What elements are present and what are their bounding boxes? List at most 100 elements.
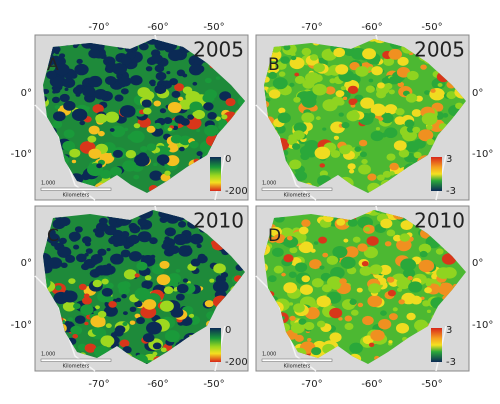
- map-patch: [55, 50, 60, 55]
- scale-bar: [261, 358, 333, 362]
- map-patch: [60, 262, 68, 269]
- map-patch: [410, 295, 422, 305]
- map-patch: [356, 287, 363, 293]
- panel-year: 2010: [414, 209, 465, 233]
- map-patch: [354, 146, 362, 152]
- map-patch: [94, 229, 105, 238]
- map-patch: [59, 53, 66, 59]
- map-patch: [267, 275, 277, 283]
- map-patch: [110, 125, 126, 138]
- map-patch: [406, 312, 416, 321]
- map-patch: [81, 263, 90, 271]
- map-patch: [340, 86, 347, 91]
- map-patch: [64, 87, 69, 91]
- map-patch: [176, 69, 186, 77]
- map-patch: [110, 253, 124, 265]
- map-patch: [52, 111, 66, 122]
- map-patch: [90, 254, 103, 264]
- map-patch: [149, 80, 155, 85]
- bottom-label: -60°: [147, 379, 168, 390]
- map-patch: [338, 112, 344, 117]
- map-patch: [138, 152, 148, 160]
- map-patch: [362, 48, 377, 60]
- map-patch: [177, 96, 184, 102]
- colorbar: [431, 157, 442, 191]
- map-patch: [142, 107, 152, 115]
- map-patch: [112, 235, 127, 247]
- map-patch: [179, 135, 192, 146]
- map-patch: [47, 229, 56, 236]
- scale-distance: 1,000: [262, 181, 276, 187]
- top-label: -70°: [88, 22, 109, 33]
- map-patch: [164, 170, 171, 176]
- map-patch: [125, 150, 137, 159]
- map-patch: [344, 322, 354, 331]
- map-patch: [179, 99, 192, 110]
- panel-letter: B: [268, 55, 280, 75]
- map-patch: [413, 151, 422, 159]
- map-patch: [349, 299, 357, 305]
- map-patch: [92, 326, 104, 336]
- map-patch: [149, 170, 163, 181]
- map-patch: [426, 309, 432, 314]
- map-patch: [289, 246, 298, 254]
- map-patch: [142, 333, 155, 343]
- map-patch: [420, 64, 427, 70]
- map-patch: [134, 287, 151, 301]
- bottom-label: -50°: [421, 379, 442, 390]
- map-patch: [72, 334, 78, 339]
- map-patch: [171, 90, 181, 98]
- map-patch: [84, 343, 97, 353]
- map-patch: [386, 276, 395, 283]
- map-patch: [388, 89, 395, 95]
- map-patch: [347, 85, 359, 95]
- left-label: -10°: [11, 320, 32, 331]
- map-patch: [425, 281, 432, 287]
- map-patch: [84, 321, 89, 326]
- map-patch: [316, 295, 331, 308]
- map-patch: [187, 223, 194, 228]
- map-patch: [338, 317, 343, 321]
- map-patch: [67, 317, 74, 322]
- map-patch: [387, 289, 396, 297]
- map-patch: [288, 271, 297, 278]
- map-patch: [350, 309, 359, 316]
- map-patch: [117, 281, 129, 291]
- map-patch: [93, 88, 108, 100]
- map-patch: [272, 77, 288, 90]
- map-patch: [105, 282, 114, 289]
- map-patch: [349, 342, 363, 354]
- map-patch: [152, 351, 158, 356]
- map-patch: [327, 277, 339, 287]
- map-patch: [139, 145, 148, 152]
- map-patch: [88, 75, 103, 88]
- map-patch: [376, 174, 385, 181]
- map-patch: [143, 299, 157, 310]
- map-patch: [88, 48, 100, 59]
- map-patch: [289, 315, 296, 321]
- map-patch: [292, 130, 305, 140]
- map-patch: [103, 305, 118, 317]
- map-patch: [286, 235, 293, 241]
- map-patch: [280, 56, 290, 64]
- map-panel: A 2005 0 -200 1,000 Kilometers: [34, 34, 249, 201]
- map-patch: [101, 287, 113, 297]
- scale-unit: Kilometers: [63, 193, 90, 199]
- map-patch: [407, 275, 413, 281]
- map-patch: [120, 88, 129, 95]
- map-patch: [175, 293, 185, 301]
- colorbar-max: 0: [225, 154, 231, 165]
- map-patch: [346, 110, 360, 122]
- map-patch: [375, 127, 381, 131]
- map-patch: [361, 159, 368, 165]
- panel-year: 2010: [193, 209, 244, 233]
- map-patch: [382, 170, 392, 178]
- map-patch: [167, 279, 179, 288]
- map-patch: [203, 102, 214, 111]
- map-patch: [109, 128, 115, 132]
- map-patch: [212, 280, 229, 293]
- map-patch: [90, 315, 106, 328]
- map-patch: [95, 305, 100, 310]
- map-patch: [219, 91, 232, 101]
- scale-distance: 1,000: [262, 352, 276, 358]
